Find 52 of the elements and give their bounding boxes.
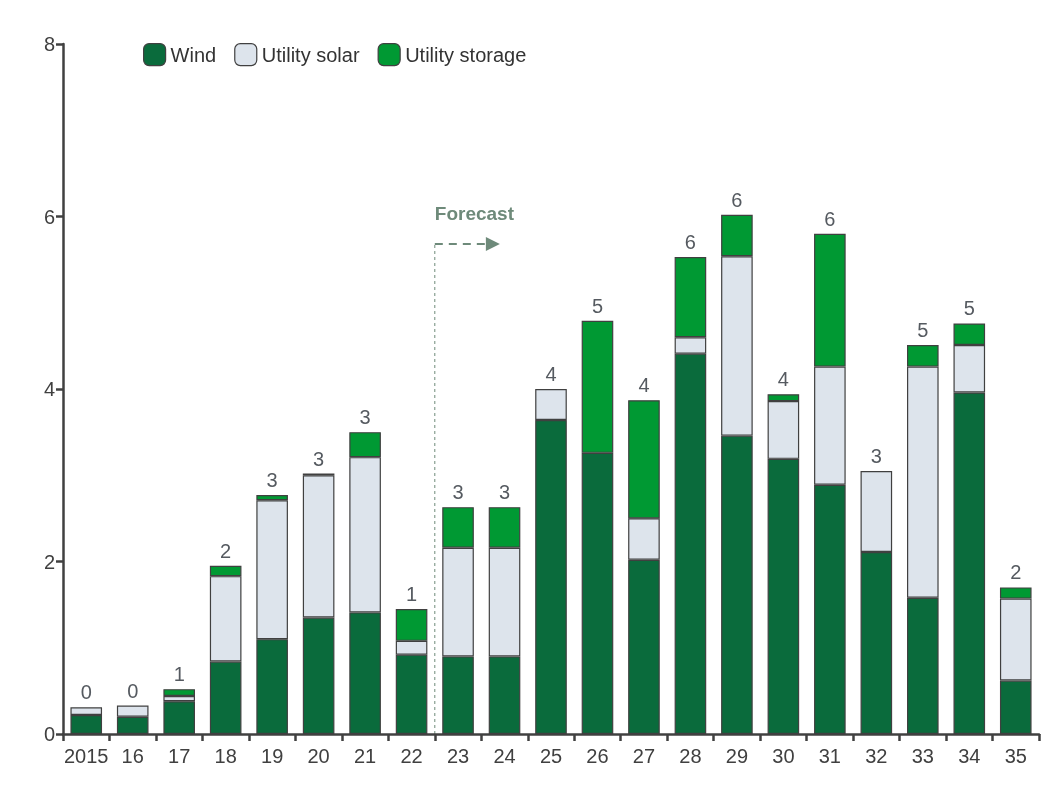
x-tick-label: 34 [958,745,981,767]
annotation: Forecast [434,203,515,225]
x-tick-label: 17 [168,745,191,767]
total-label: 4 [638,374,650,397]
x-tick-label: 19 [261,745,284,767]
x-tick-label: 20 [307,745,330,767]
total-label: 3 [266,469,278,492]
x-tick-label: 35 [1004,745,1027,767]
total-label: 5 [917,319,929,342]
total-label: 4 [545,363,557,385]
total-label: 0 [80,681,92,704]
total-label: 3 [870,444,882,467]
y-tick-label: 0 [43,723,55,745]
x-tick-label: 29 [725,745,749,767]
x-tick-label: 25 [539,745,563,767]
total-label: 3 [313,447,325,470]
x-tick-label: 28 [679,745,702,767]
x-tick-label: 16 [121,745,144,767]
x-tick-label: 23 [446,745,470,767]
total-label: 2 [1010,561,1022,584]
total-label: 4 [777,368,789,391]
y-tick-label: 8 [43,33,55,55]
bar [163,689,195,697]
x-tick-label: 22 [400,745,423,767]
y-tick-label: 4 [43,378,55,400]
y-tick-label: 2 [43,550,55,573]
total-label: 6 [684,231,696,254]
total-label: 1 [406,582,418,605]
y-tick-label: 6 [43,205,55,228]
total-label: 3 [359,406,371,429]
total-label: 3 [452,481,464,504]
x-tick-label: 24 [493,745,516,767]
total-label: 5 [963,297,975,320]
total-label: 1 [173,663,185,686]
x-tick-label: 31 [818,745,841,767]
legend-label: Wind [170,43,217,66]
total-label: 3 [498,481,511,504]
x-tick-label: 27 [632,745,656,767]
x-tick-label: 18 [214,745,237,767]
x-tick-label: 32 [865,745,888,767]
x-tick-label: 2015 [63,745,109,767]
total-label: 6 [824,207,836,230]
x-tick-label: 21 [353,745,377,767]
x-tick-label: 30 [772,745,795,767]
x-tick-label: 26 [586,745,609,767]
total-label: 0 [127,679,139,702]
x-tick-label: 33 [911,745,934,767]
total-label: 6 [731,188,743,211]
total-label: 2 [220,539,232,562]
legend-label: Utility solar [261,43,360,66]
total-label: 5 [591,294,604,317]
legend-label: Utility storage [405,43,527,66]
